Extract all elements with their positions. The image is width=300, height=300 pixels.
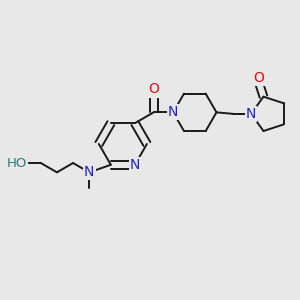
Text: N: N	[168, 105, 178, 119]
Text: O: O	[254, 71, 265, 85]
Text: N: N	[246, 107, 256, 121]
Text: N: N	[84, 165, 94, 179]
Text: HO: HO	[6, 157, 27, 169]
Text: N: N	[130, 158, 140, 172]
Text: O: O	[148, 82, 159, 97]
